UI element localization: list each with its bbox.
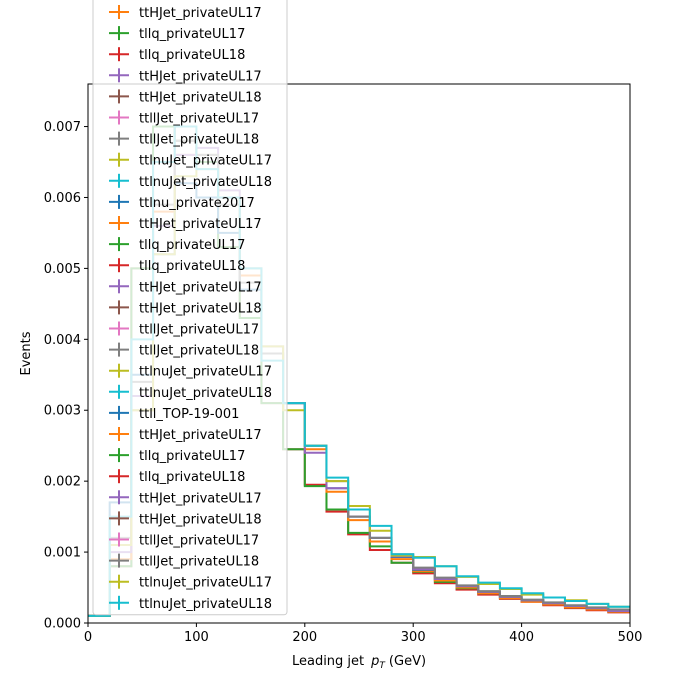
legend-label: ttlnuJet_privateUL17 xyxy=(139,365,272,380)
legend-entry: ttllJet_privateUL17 xyxy=(109,110,259,127)
legend-entry: tllq_privateUL18 xyxy=(109,258,245,274)
legend-entry: ttllJet_privateUL18 xyxy=(109,342,259,359)
y-tick-label: 0.006 xyxy=(44,191,81,206)
legend-label: ttllJet_privateUL17 xyxy=(139,534,259,549)
y-axis-ticks: 0.000 0.001 0.002 0.003 0.004 0.005 0.006 0.007 xyxy=(44,120,88,632)
legend-box xyxy=(92,0,288,616)
legend-entry: ttll_TOP-19-001 xyxy=(109,405,239,422)
legend-label: ttlnuJet_privateUL18 xyxy=(139,175,272,190)
y-tick-label: 0.001 xyxy=(44,546,81,561)
legend-label: ttllJet_privateUL17 xyxy=(139,323,259,338)
legend-entry: tllq_privateUL17 xyxy=(109,237,245,253)
legend-label: ttHJet_privateUL18 xyxy=(139,512,262,527)
legend-entry: ttlnuJet_privateUL17 xyxy=(109,152,272,169)
x-tick-label: 200 xyxy=(292,630,317,645)
x-tick-label: 500 xyxy=(618,630,643,645)
legend-label: ttlnuJet_privateUL18 xyxy=(139,386,272,401)
y-tick-label: 0.002 xyxy=(44,475,81,490)
legend-label: ttHJet_privateUL17 xyxy=(139,6,262,21)
legend-label: ttllJet_privateUL18 xyxy=(139,555,259,570)
legend-entry: ttHJet_privateUL17 xyxy=(109,5,262,21)
legend-entry: tllq_privateUL18 xyxy=(109,469,245,485)
legend-label: ttHJet_privateUL17 xyxy=(139,69,262,84)
legend-label: ttlnuJet_privateUL18 xyxy=(139,597,272,612)
x-axis-label: Leading jet pT (GeV) xyxy=(292,654,426,671)
legend-entry: ttlnu_private2017 xyxy=(109,194,255,211)
x-tick-label: 300 xyxy=(401,630,426,645)
legend-entry: tllq_privateUL17 xyxy=(109,26,245,42)
legend-label: tllq_privateUL18 xyxy=(139,259,245,274)
x-tick-label: 0 xyxy=(84,630,92,645)
legend-entry: ttHJet_privateUL17 xyxy=(109,216,262,232)
legend-label: ttHJet_privateUL18 xyxy=(139,90,262,105)
legend-entry: ttHJet_privateUL17 xyxy=(109,427,262,443)
legend-label: tllq_privateUL17 xyxy=(139,238,245,253)
y-tick-label: 0.004 xyxy=(44,333,81,348)
legend-entry: ttlnuJet_privateUL17 xyxy=(109,363,272,380)
legend-label: ttHJet_privateUL17 xyxy=(139,491,262,506)
legend-label: ttllJet_privateUL17 xyxy=(139,112,259,127)
legend-label: ttlnuJet_privateUL17 xyxy=(139,154,272,169)
legend-label: ttll_TOP-19-001 xyxy=(139,407,239,422)
legend-entry: ttlnuJet_privateUL18 xyxy=(109,595,272,612)
y-tick-label: 0.005 xyxy=(44,262,81,277)
legend-entry: ttlnuJet_privateUL18 xyxy=(109,173,272,190)
legend-label: ttlnu_private2017 xyxy=(139,196,255,211)
y-tick-label: 0.003 xyxy=(44,404,81,419)
legend-entry: ttlnuJet_privateUL18 xyxy=(109,384,272,401)
legend-entry: ttHJet_privateUL18 xyxy=(109,89,262,105)
legend-label: ttHJet_privateUL17 xyxy=(139,280,262,295)
legend-label: tllq_privateUL17 xyxy=(139,449,245,464)
legend-entry: ttHJet_privateUL18 xyxy=(109,511,262,527)
plot-frame xyxy=(87,83,631,624)
legend-entry: ttlnuJet_privateUL17 xyxy=(109,574,272,591)
x-tick-label: 100 xyxy=(184,630,209,645)
legend-entry: tllq_privateUL17 xyxy=(109,448,245,464)
legend-entry: ttHJet_privateUL18 xyxy=(109,300,262,316)
legend-entry: ttllJet_privateUL17 xyxy=(109,532,259,549)
y-tick-label: 0.000 xyxy=(44,617,81,632)
legend-label: ttlnuJet_privateUL17 xyxy=(139,576,272,591)
legend-entry: tllq_privateUL18 xyxy=(109,47,245,63)
legend-label: tllq_privateUL17 xyxy=(139,27,245,42)
legend-entry: ttllJet_privateUL18 xyxy=(109,553,259,570)
legend-label: ttHJet_privateUL18 xyxy=(139,301,262,316)
x-tick-label: 400 xyxy=(509,630,534,645)
legend-entry: ttHJet_privateUL17 xyxy=(109,490,262,506)
legend-label: ttHJet_privateUL17 xyxy=(139,428,262,443)
x-axis-ticks: 0 100 200 300 400 500 xyxy=(84,623,643,645)
legend-label: ttllJet_privateUL18 xyxy=(139,133,259,148)
legend-label: ttllJet_privateUL18 xyxy=(139,344,259,359)
legend-entry: ttllJet_privateUL18 xyxy=(109,131,259,148)
y-axis-label: Events xyxy=(19,331,34,375)
legend-label: tllq_privateUL18 xyxy=(139,48,245,63)
legend-entry: ttHJet_privateUL17 xyxy=(109,68,262,84)
y-tick-label: 0.007 xyxy=(44,120,81,135)
legend: ttHJet_privateUL17 tllq_privateUL17 tllq_p… xyxy=(92,0,288,616)
legend-label: ttHJet_privateUL17 xyxy=(139,217,262,232)
legend-entry: ttllJet_privateUL17 xyxy=(109,321,259,338)
legend-entry: ttHJet_privateUL17 xyxy=(109,279,262,295)
legend-label: tllq_privateUL18 xyxy=(139,470,245,485)
